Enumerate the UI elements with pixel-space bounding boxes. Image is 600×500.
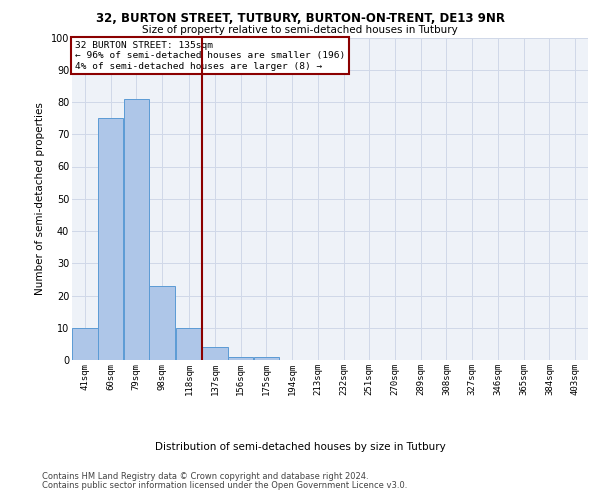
Text: Size of property relative to semi-detached houses in Tutbury: Size of property relative to semi-detach… xyxy=(142,25,458,35)
Text: Contains public sector information licensed under the Open Government Licence v3: Contains public sector information licen… xyxy=(42,481,407,490)
Y-axis label: Number of semi-detached properties: Number of semi-detached properties xyxy=(35,102,45,295)
Text: 32, BURTON STREET, TUTBURY, BURTON-ON-TRENT, DE13 9NR: 32, BURTON STREET, TUTBURY, BURTON-ON-TR… xyxy=(95,12,505,26)
Bar xyxy=(254,357,279,360)
Text: 32 BURTON STREET: 135sqm
← 96% of semi-detached houses are smaller (196)
4% of s: 32 BURTON STREET: 135sqm ← 96% of semi-d… xyxy=(74,40,345,70)
Bar xyxy=(176,328,202,360)
Text: Distribution of semi-detached houses by size in Tutbury: Distribution of semi-detached houses by … xyxy=(155,442,445,452)
Bar xyxy=(228,357,253,360)
Bar xyxy=(98,118,123,360)
Text: Contains HM Land Registry data © Crown copyright and database right 2024.: Contains HM Land Registry data © Crown c… xyxy=(42,472,368,481)
Bar xyxy=(124,99,149,360)
Bar xyxy=(72,328,98,360)
Bar xyxy=(149,286,175,360)
Bar xyxy=(202,347,227,360)
